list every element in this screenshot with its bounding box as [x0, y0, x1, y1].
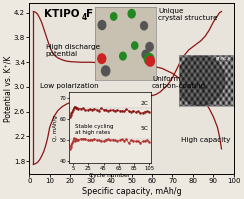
Y-axis label: Potential vs. K⁺/K: Potential vs. K⁺/K [3, 55, 12, 122]
Text: High discharge
potential: High discharge potential [46, 44, 100, 57]
Text: Low polarization: Low polarization [40, 83, 98, 89]
Text: KTIPO: KTIPO [44, 9, 79, 20]
Text: 4: 4 [81, 13, 87, 22]
Text: Uniform
carbon-coating: Uniform carbon-coating [152, 76, 206, 89]
Text: Unique
crystal structure: Unique crystal structure [158, 8, 218, 21]
Text: High capacity: High capacity [181, 137, 230, 143]
Text: F: F [85, 9, 93, 20]
X-axis label: Specific capacity, mAh/g: Specific capacity, mAh/g [82, 186, 181, 196]
